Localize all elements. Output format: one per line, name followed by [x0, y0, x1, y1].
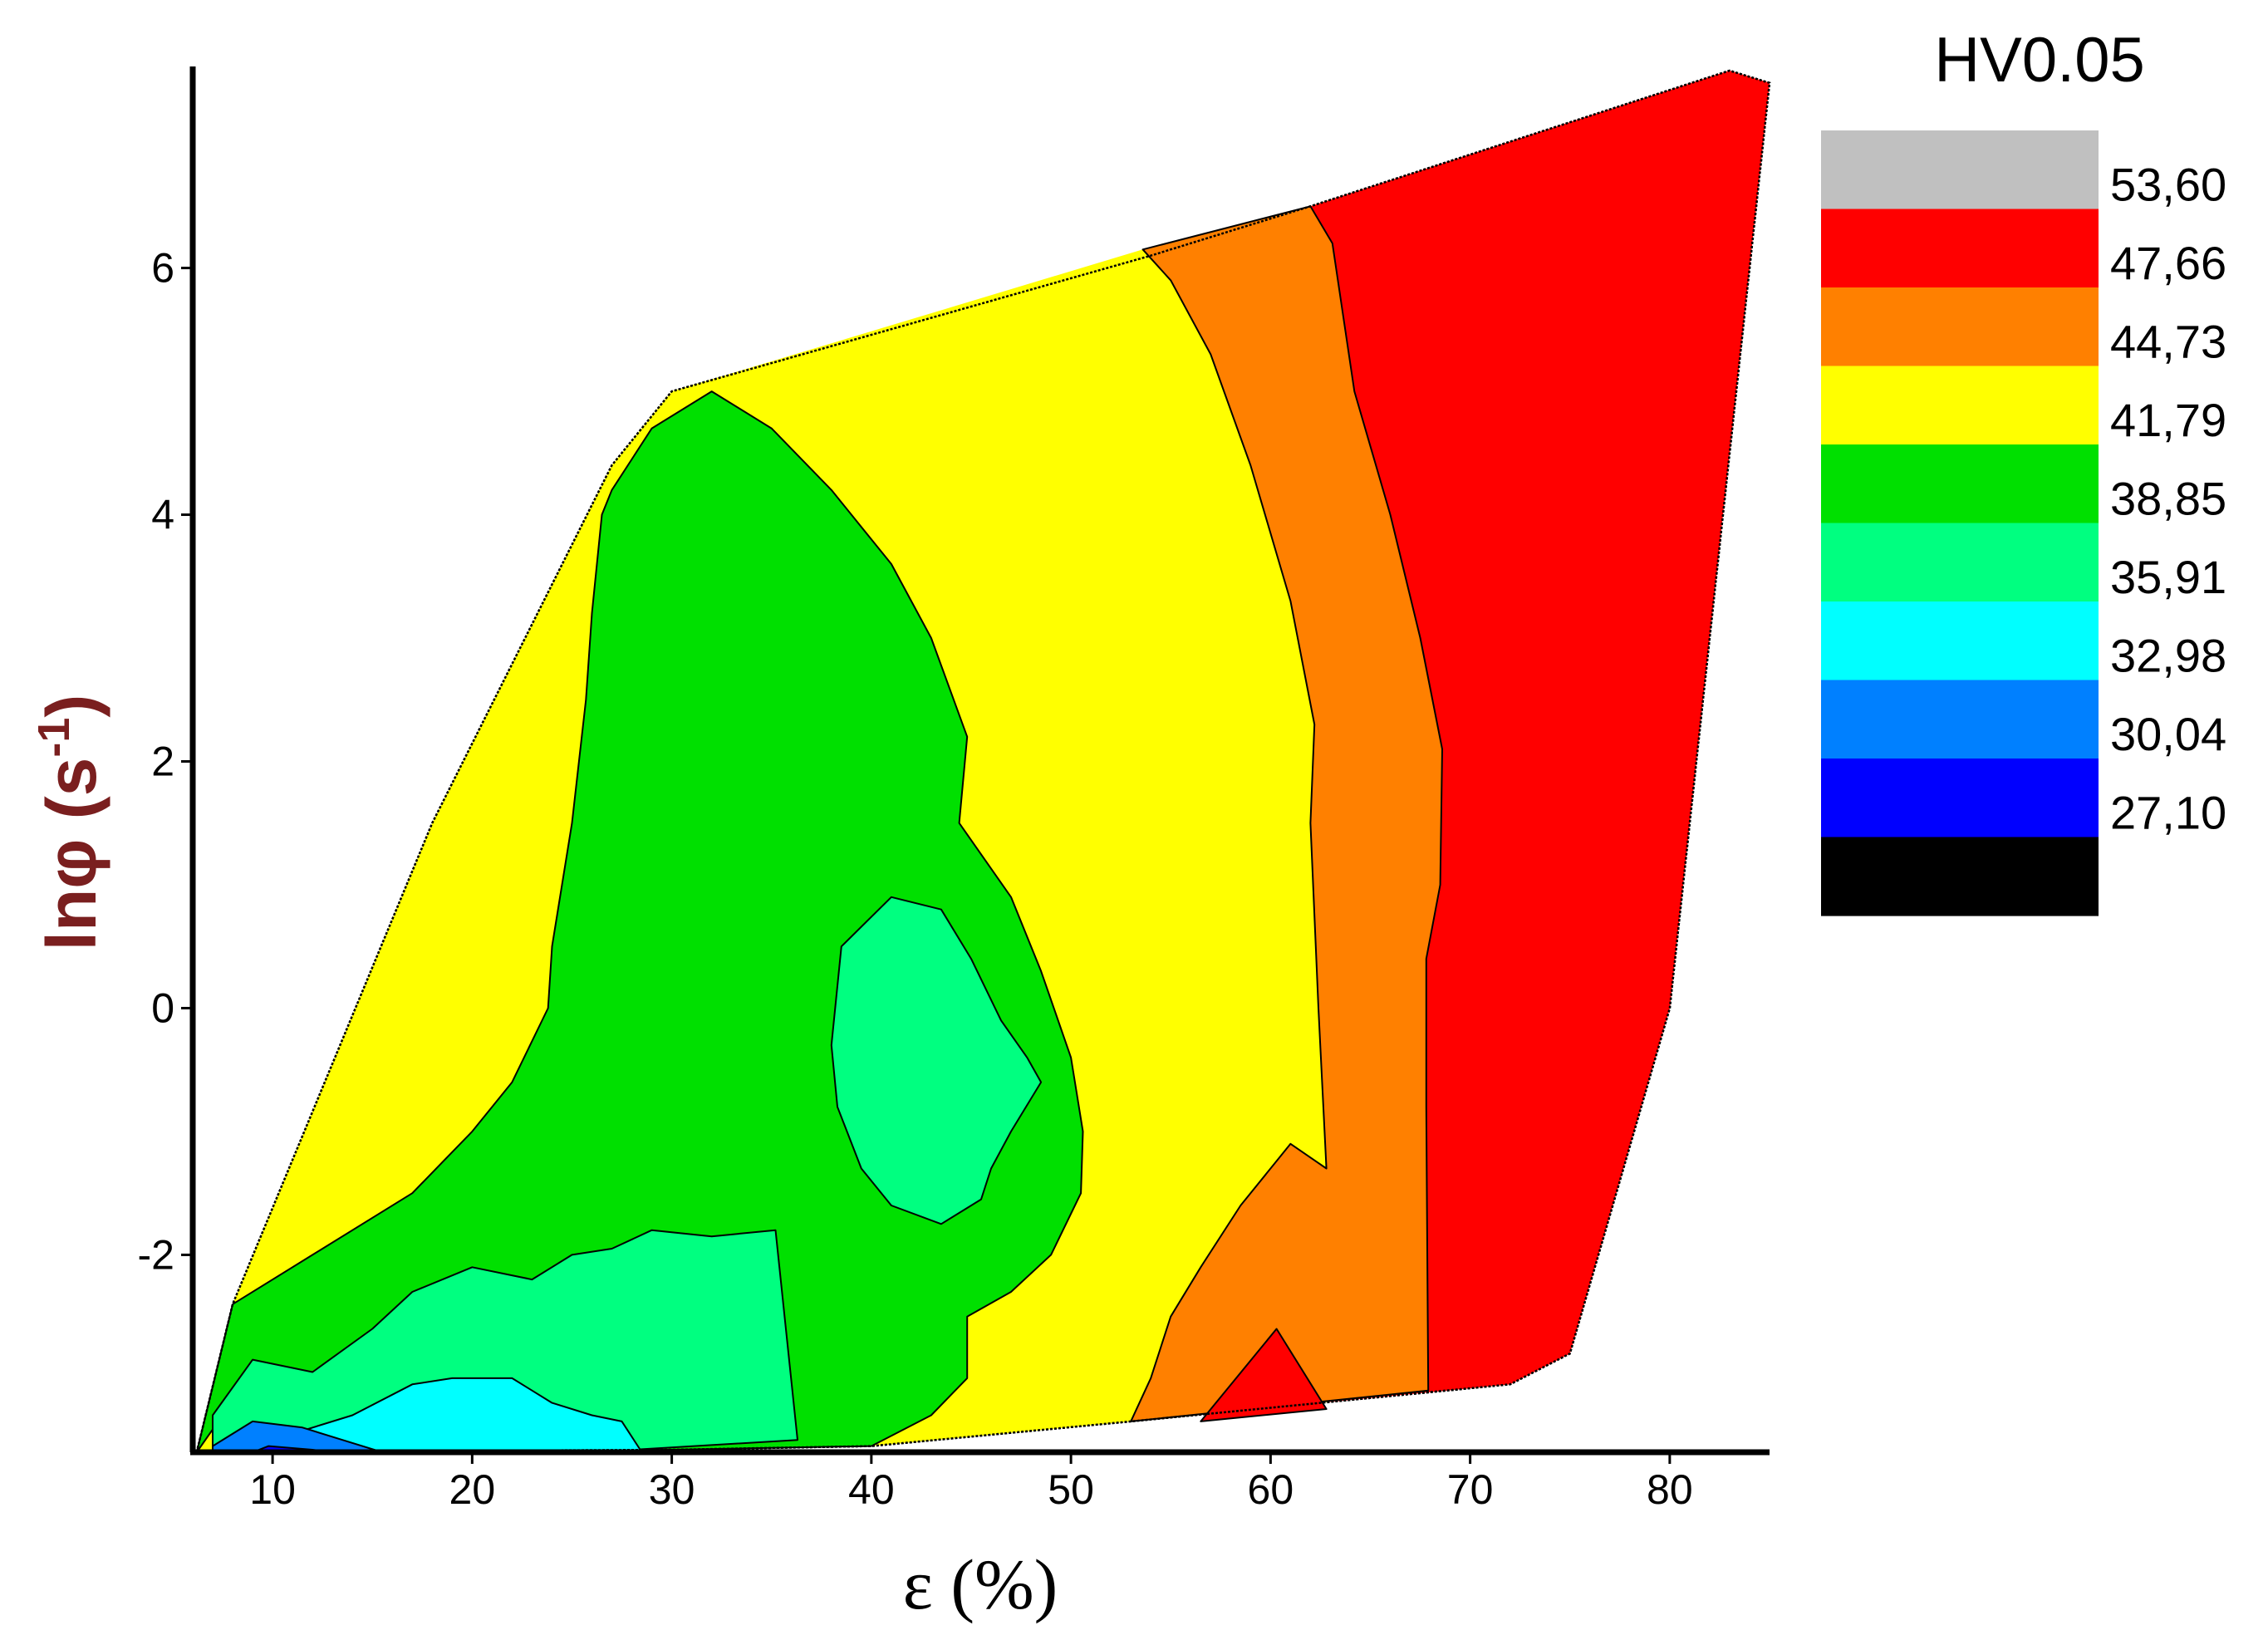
contour-region-5 — [830, 896, 1043, 1225]
legend-level-label: 27,10 — [2110, 787, 2226, 839]
x-tick-label: 50 — [1048, 1466, 1094, 1513]
contour-region-2 — [1200, 1328, 1328, 1422]
x-tick-label: 30 — [649, 1466, 695, 1513]
legend-title: HV0.05 — [1934, 25, 2145, 96]
contour-region-1 — [1130, 205, 1443, 1422]
y-tick-label: 2 — [151, 739, 174, 785]
region-red — [1310, 71, 1770, 1391]
legend-level-label: 53,60 — [2110, 159, 2226, 211]
legend-level-label: 47,66 — [2110, 237, 2226, 289]
legend-level-label: 35,91 — [2110, 551, 2226, 603]
x-axis-title: ε (%) — [903, 1544, 1058, 1624]
legend-swatch — [1821, 209, 2099, 288]
legend-swatch — [1821, 523, 2099, 602]
y-tick-label: -2 — [138, 1231, 174, 1278]
x-tick-label: 80 — [1647, 1466, 1693, 1513]
tick-labels: 10 20 30 40 50 60 70 80 -2 0 2 4 6 — [138, 245, 1693, 1513]
y-tick-label: 4 — [151, 492, 174, 538]
legend-level-label: 44,73 — [2110, 316, 2226, 368]
legend-level-label: 38,85 — [2110, 473, 2226, 525]
contour-region-3 — [195, 390, 1084, 1453]
legend: HV0.05 53,60 47,66 44,73 41,79 38,85 35,91 32,… — [1821, 25, 2226, 916]
legend-level-label: 41,79 — [2110, 394, 2226, 446]
legend-swatch — [1821, 601, 2099, 681]
x-tick-label: 60 — [1248, 1466, 1294, 1513]
plot-area: 10 20 30 40 50 60 70 80 -2 0 2 4 6 — [138, 66, 1771, 1513]
legend-swatch — [1821, 287, 2099, 367]
legend-swatches — [1821, 130, 2099, 916]
contour-regions — [195, 69, 1771, 1454]
legend-swatch — [1821, 837, 2099, 916]
y-tick-label: 0 — [151, 984, 174, 1031]
legend-swatch — [1821, 444, 2099, 524]
contour-region-4 — [212, 1229, 798, 1453]
legend-level-label: 32,98 — [2110, 630, 2226, 682]
legend-swatch — [1821, 680, 2099, 759]
x-tick-label: 40 — [848, 1466, 895, 1513]
legend-level-label: 30,04 — [2110, 708, 2226, 760]
axes — [189, 66, 1770, 1456]
legend-labels: 53,60 47,66 44,73 41,79 38,85 35,91 32,98 30,04… — [2110, 159, 2226, 839]
legend-swatch — [1821, 759, 2099, 838]
domain-outline — [195, 69, 1771, 1454]
y-axis-title: lnφ (s-1) — [29, 695, 110, 951]
y-tick-label: 6 — [151, 245, 174, 292]
legend-swatch — [1821, 130, 2099, 210]
x-tick-label: 70 — [1447, 1466, 1494, 1513]
x-tick-label: 20 — [449, 1466, 496, 1513]
legend-swatch — [1821, 366, 2099, 445]
x-tick-label: 10 — [249, 1466, 296, 1513]
